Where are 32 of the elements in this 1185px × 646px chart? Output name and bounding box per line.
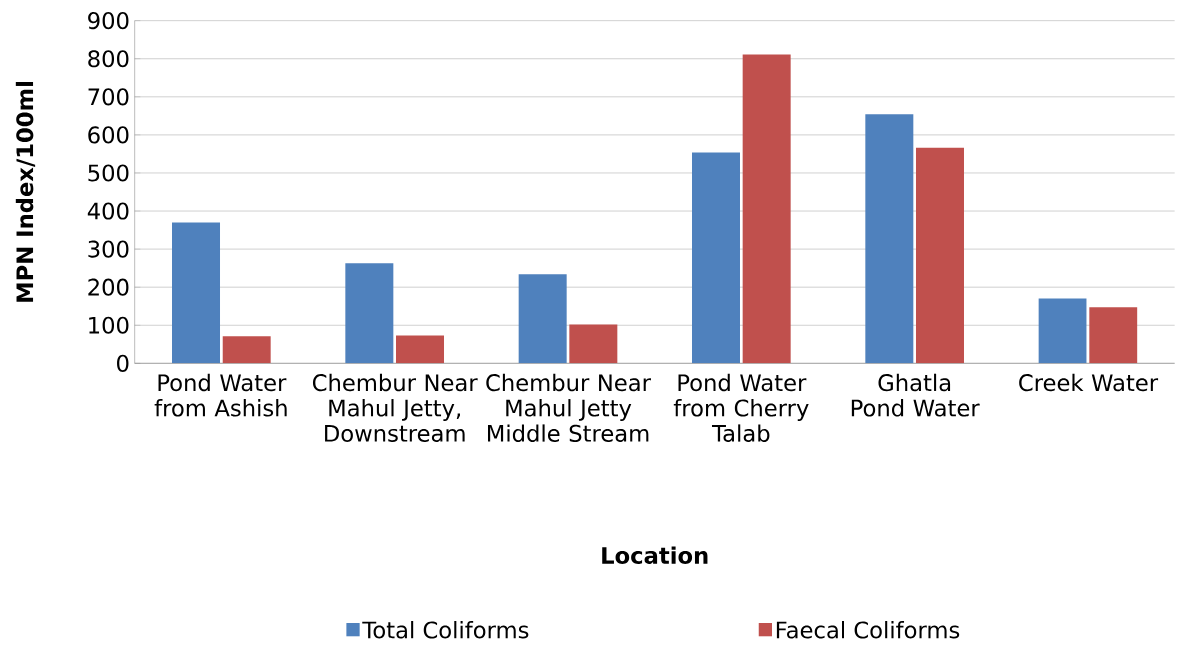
- y-tick-label: 800: [88, 50, 129, 68]
- bar: [692, 152, 740, 364]
- y-tick-label: 900: [88, 12, 129, 30]
- bar: [742, 54, 791, 364]
- x-axis-title: Location: [602, 546, 708, 564]
- bar: [865, 114, 914, 364]
- bar: [569, 324, 618, 364]
- y-tick-label: 700: [88, 88, 129, 106]
- bar: [1038, 298, 1087, 364]
- bar: [222, 336, 271, 364]
- y-tick-label: 100: [89, 316, 129, 334]
- bar: [915, 147, 964, 364]
- x-tick-label: Chembur Near Mahul Jetty, Downstream: [312, 373, 478, 442]
- x-tick-label: Pond Water from Cherry Talab: [673, 373, 809, 442]
- bar: [1089, 307, 1138, 364]
- x-tick-label: Chembur Near Mahul Jetty Middle Stream: [486, 373, 651, 442]
- y-tick-label: 0: [117, 354, 129, 372]
- y-tick-label: 500: [88, 164, 129, 182]
- y-tick-label: 600: [88, 126, 129, 144]
- bar: [396, 335, 445, 364]
- bar: [518, 274, 567, 364]
- x-tick-label: Pond Water from Ashish: [154, 373, 287, 417]
- y-tick-label: 300: [88, 240, 129, 258]
- x-tick-label: Creek Water: [1019, 373, 1159, 392]
- bar: [345, 263, 394, 364]
- y-tick-label: 200: [88, 278, 129, 296]
- x-tick-label: Ghatla Pond Water: [851, 373, 980, 417]
- bar: [172, 222, 221, 364]
- y-axis-title: MPN Index/100ml: [15, 81, 36, 302]
- legend-label: Total Coliforms: [362, 620, 529, 639]
- legend-label: Faecal Coliforms: [776, 620, 960, 639]
- y-tick-label: 400: [87, 202, 129, 220]
